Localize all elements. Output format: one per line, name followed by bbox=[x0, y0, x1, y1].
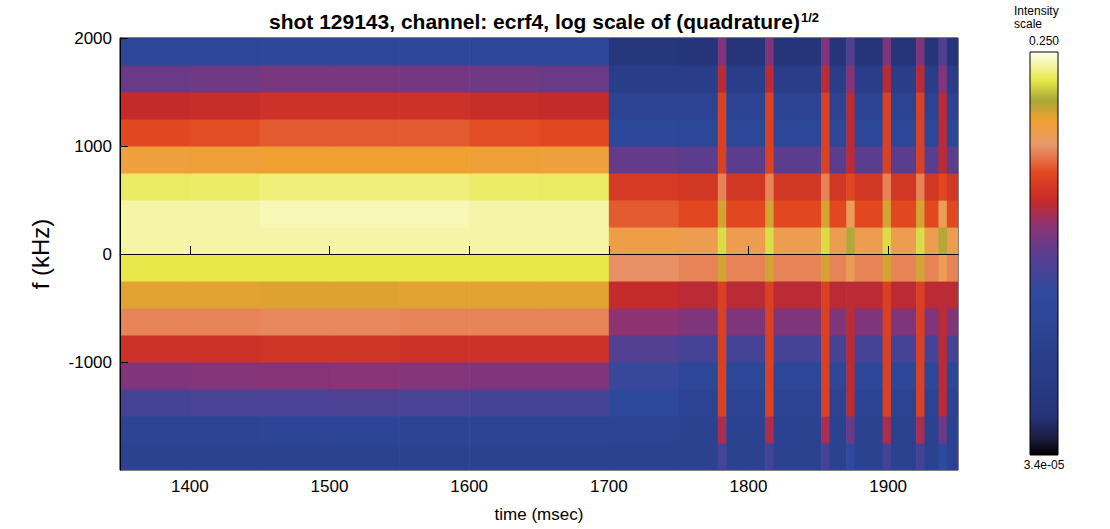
svg-text:scale: scale bbox=[1014, 17, 1042, 31]
svg-text:0.250: 0.250 bbox=[1029, 34, 1059, 48]
svg-text:1/2: 1/2 bbox=[801, 10, 819, 25]
svg-text:1800: 1800 bbox=[730, 477, 768, 496]
svg-text:0: 0 bbox=[103, 245, 112, 264]
svg-text:-1000: -1000 bbox=[69, 353, 112, 372]
svg-text:f (kHz): f (kHz) bbox=[27, 219, 54, 290]
svg-text:1900: 1900 bbox=[869, 477, 907, 496]
svg-text:3.4e-05: 3.4e-05 bbox=[1024, 458, 1065, 472]
svg-text:shot 129143, channel: ecrf4, l: shot 129143, channel: ecrf4, log scale o… bbox=[269, 10, 800, 33]
svg-text:1700: 1700 bbox=[590, 477, 628, 496]
svg-text:2000: 2000 bbox=[74, 29, 112, 48]
svg-text:1600: 1600 bbox=[450, 477, 488, 496]
svg-text:Intensity: Intensity bbox=[1014, 4, 1059, 18]
svg-text:1000: 1000 bbox=[74, 137, 112, 156]
svg-text:time (msec): time (msec) bbox=[495, 505, 584, 524]
svg-text:1400: 1400 bbox=[171, 477, 209, 496]
svg-text:1500: 1500 bbox=[311, 477, 349, 496]
